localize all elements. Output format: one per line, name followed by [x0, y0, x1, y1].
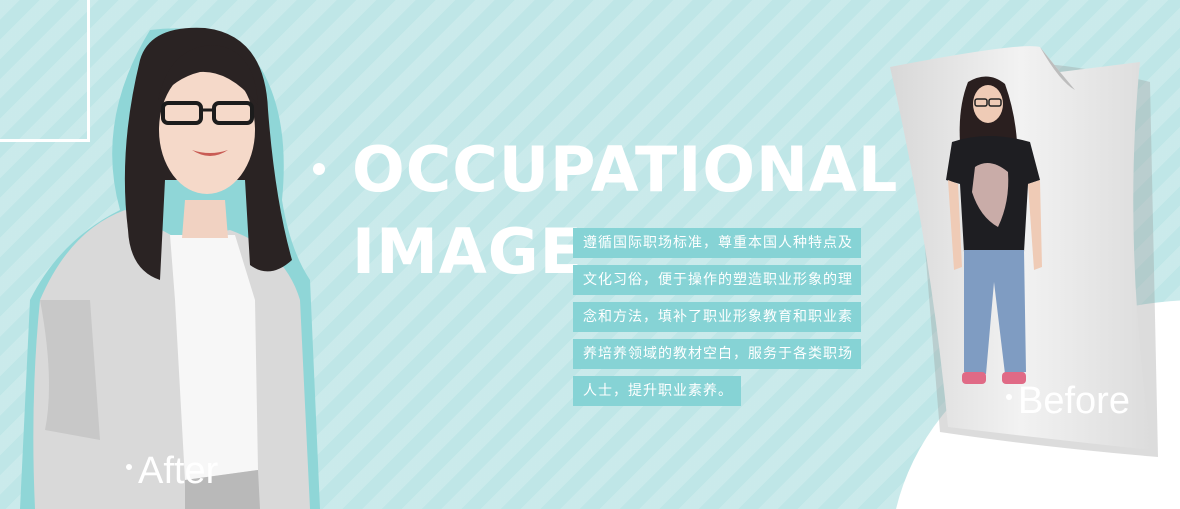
description-block: 遵循国际职场标准，尊重本国人种特点及 文化习俗，便于操作的塑造职业形象的理 念和… — [573, 228, 873, 413]
after-label-dot — [126, 463, 132, 470]
description-line: 人士，提升职业素养。 — [573, 376, 741, 406]
after-label: After — [126, 450, 218, 493]
before-photo-card — [890, 42, 1180, 492]
after-label-text: After — [138, 450, 219, 492]
description-line: 遵循国际职场标准，尊重本国人种特点及 — [573, 228, 861, 258]
before-label-text: Before — [1018, 380, 1130, 422]
description-line: 养培养领域的教材空白，服务于各类职场 — [573, 339, 861, 369]
description-line: 文化习俗，便于操作的塑造职业形象的理 — [573, 265, 861, 295]
title-bullet-dot — [313, 163, 325, 175]
corner-frame-decoration — [0, 0, 90, 142]
before-label-dot — [1006, 393, 1012, 400]
title-image: IMAGE — [352, 215, 583, 288]
after-portrait-photo — [0, 0, 330, 509]
description-line: 念和方法，填补了职业形象教育和职业素 — [573, 302, 861, 332]
title-occupational: OCCUPATIONAL — [352, 133, 899, 206]
before-label: Before — [1006, 380, 1130, 423]
